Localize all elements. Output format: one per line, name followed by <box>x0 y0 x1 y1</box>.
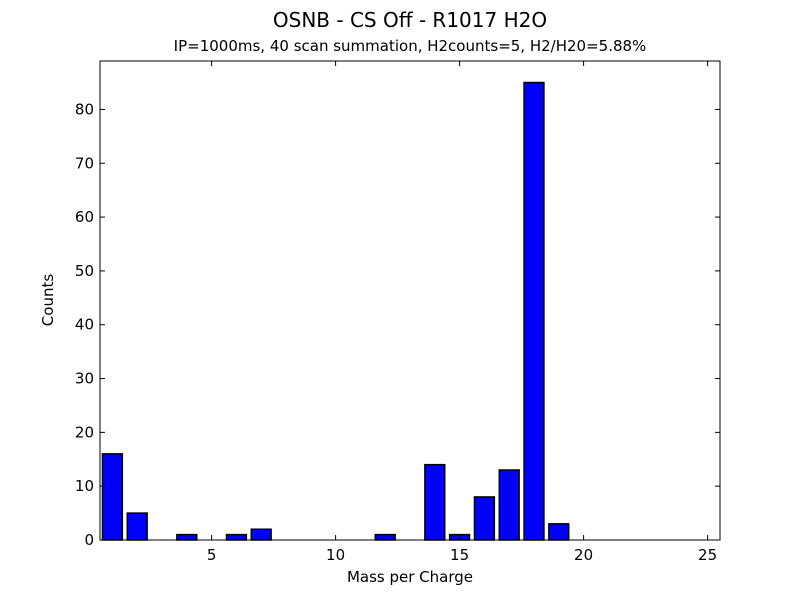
chart-subtitle: IP=1000ms, 40 scan summation, H2counts=5… <box>173 37 647 55</box>
bar <box>176 533 198 541</box>
bar <box>126 512 148 541</box>
y-tick-label: 60 <box>75 208 94 226</box>
bar <box>101 453 124 541</box>
y-axis-label: Counts <box>39 273 57 327</box>
bar <box>225 533 248 541</box>
y-tick-label: 20 <box>75 423 94 441</box>
y-tick-label: 30 <box>75 370 94 388</box>
chart-title: OSNB - CS Off - R1017 H2O <box>272 8 548 32</box>
y-tick-label: 0 <box>84 531 94 549</box>
bar <box>374 533 396 541</box>
y-tick-label: 40 <box>75 316 94 334</box>
bar <box>523 81 545 541</box>
bar <box>250 528 272 541</box>
bar <box>424 463 446 541</box>
bar <box>548 523 570 541</box>
x-axis-label: Mass per Charge <box>346 568 474 586</box>
y-tick-label: 80 <box>75 100 94 118</box>
y-tick-label: 10 <box>75 477 94 495</box>
y-tick-label: 70 <box>75 154 94 172</box>
y-tick-label: 50 <box>75 262 94 280</box>
x-tick-label: 25 <box>698 546 717 564</box>
bar <box>473 496 496 541</box>
x-tick-label: 15 <box>450 546 469 564</box>
x-tick-label: 20 <box>574 546 593 564</box>
x-tick-label: 10 <box>326 546 345 564</box>
x-tick-label: 5 <box>207 546 217 564</box>
plot-frame <box>99 60 721 541</box>
bar <box>498 469 520 541</box>
